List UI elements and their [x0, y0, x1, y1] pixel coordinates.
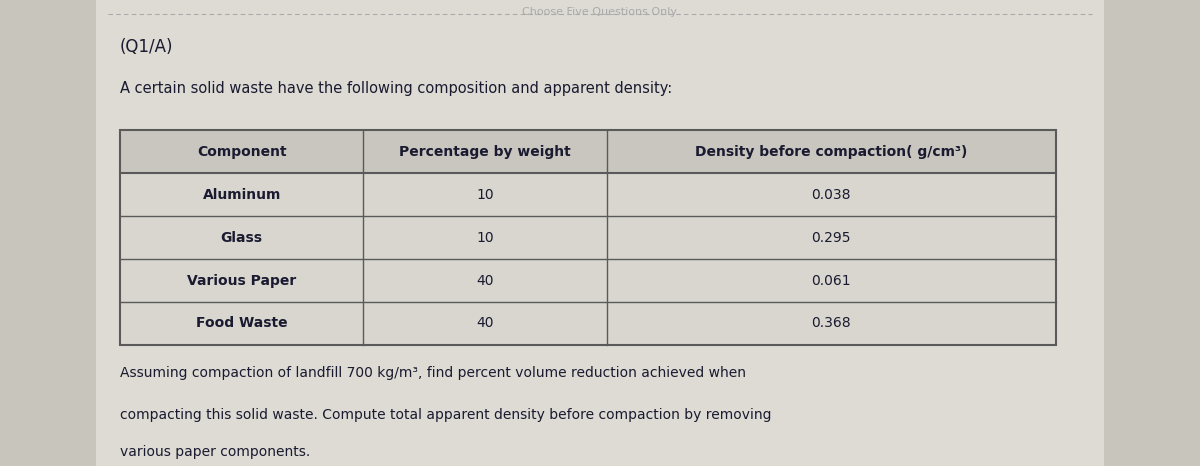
- Text: 0.295: 0.295: [811, 231, 851, 245]
- Text: Assuming compaction of landfill 700 kg/m³, find percent volume reduction achieve: Assuming compaction of landfill 700 kg/m…: [120, 366, 746, 380]
- Text: 10: 10: [476, 188, 494, 202]
- Text: 0.061: 0.061: [811, 274, 851, 288]
- Text: 40: 40: [476, 316, 493, 330]
- Text: Component: Component: [197, 145, 287, 159]
- Text: Aluminum: Aluminum: [203, 188, 281, 202]
- Text: Percentage by weight: Percentage by weight: [400, 145, 571, 159]
- Text: 40: 40: [476, 274, 493, 288]
- Text: Choose Five Questions Only: Choose Five Questions Only: [522, 7, 678, 17]
- Text: (Q1/A): (Q1/A): [120, 38, 174, 55]
- Text: 10: 10: [476, 231, 494, 245]
- Text: Various Paper: Various Paper: [187, 274, 296, 288]
- Text: 0.038: 0.038: [811, 188, 851, 202]
- Text: 0.368: 0.368: [811, 316, 851, 330]
- Text: compacting this solid waste. Compute total apparent density before compaction by: compacting this solid waste. Compute tot…: [120, 408, 772, 422]
- Text: A certain solid waste have the following composition and apparent density:: A certain solid waste have the following…: [120, 81, 672, 96]
- Text: various paper components.: various paper components.: [120, 445, 311, 459]
- Text: Glass: Glass: [221, 231, 263, 245]
- Text: Density before compaction( g/cm³): Density before compaction( g/cm³): [695, 145, 967, 159]
- Text: Food Waste: Food Waste: [196, 316, 288, 330]
